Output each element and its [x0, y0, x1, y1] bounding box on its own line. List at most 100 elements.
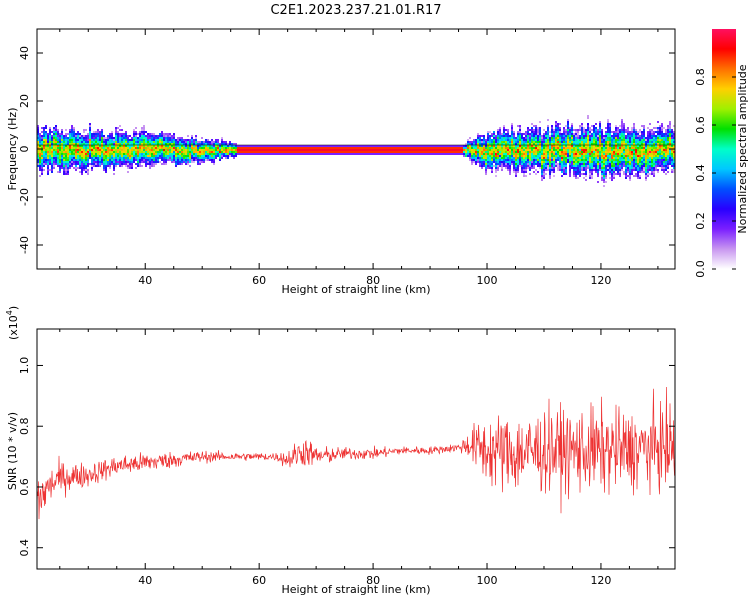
spectrogram-cell	[93, 159, 95, 161]
spectrogram-cell	[47, 141, 49, 143]
spectrogram-cell	[121, 151, 123, 153]
spectrogram-cell	[525, 175, 527, 177]
spectrogram-cell	[99, 143, 101, 145]
spectrogram-cell	[547, 163, 549, 165]
snr-y-axis-label: SNR (10 * v/v)	[6, 412, 19, 490]
spectrogram-cell	[195, 137, 197, 139]
spectrogram-cell	[561, 153, 563, 155]
spectrogram-cell	[121, 137, 123, 139]
spectrogram-cell	[517, 155, 519, 157]
spectrogram-cell	[515, 141, 517, 143]
spectrogram-cell	[587, 145, 589, 147]
spectrogram-cell	[559, 127, 561, 129]
spectrogram-cell	[651, 133, 653, 135]
spectrogram-cell	[41, 167, 43, 169]
spectrogram-cell	[571, 143, 573, 145]
spectrogram-cell	[267, 149, 269, 151]
spectrogram-cell	[605, 153, 607, 155]
spectrogram-cell	[617, 171, 619, 173]
spectrogram-cell	[71, 157, 73, 159]
spectrogram-cell	[169, 141, 171, 143]
spectrogram-cell	[577, 129, 579, 131]
spectrogram-cell	[633, 153, 635, 155]
spectrogram-cell	[345, 145, 347, 147]
spectrogram-cell	[503, 139, 505, 141]
spectrogram-cell	[483, 143, 485, 145]
spectrogram-cell	[65, 163, 67, 165]
spectrogram-cell	[489, 143, 491, 145]
spectrogram-cell	[523, 139, 525, 141]
spectrogram-cell	[223, 155, 225, 157]
spectrogram-cell	[63, 163, 65, 165]
spectrogram-cell	[67, 139, 69, 141]
spectrogram-cell	[351, 153, 353, 155]
spectrogram-cell	[319, 145, 321, 147]
spectrogram-cell	[541, 167, 543, 169]
spectrogram-cell	[147, 147, 149, 149]
spectrogram-cell	[169, 137, 171, 139]
spectrogram-cell	[665, 155, 667, 157]
spectrogram-cell	[497, 133, 499, 135]
spectrogram-cell	[605, 171, 607, 173]
spectrogram-cell	[87, 171, 89, 173]
spectrogram-cell	[473, 159, 475, 161]
spectrogram-cell	[565, 131, 567, 133]
spectrogram-cell	[599, 137, 601, 139]
spectrogram-cell	[545, 173, 547, 175]
spectrogram-cell	[185, 161, 187, 163]
spectrogram-cell	[571, 153, 573, 155]
spectrogram-cell	[103, 149, 105, 151]
spectrogram-cell	[403, 145, 405, 147]
spectrogram-cell	[93, 131, 95, 133]
spectrogram-cell	[607, 145, 609, 147]
spectrogram-cell	[579, 135, 581, 137]
spectrogram-cell	[529, 151, 531, 153]
spectrogram-cell	[617, 129, 619, 131]
spectrogram-cell	[509, 151, 511, 153]
spectrogram-cell	[107, 165, 109, 167]
spectrogram-cell	[449, 145, 451, 147]
spectrogram-cell	[581, 143, 583, 145]
spectrogram-cell	[511, 149, 513, 151]
spectrogram-cell	[131, 139, 133, 141]
spectrogram-cell	[119, 151, 121, 153]
spectrogram-cell	[535, 161, 537, 163]
spectrogram-cell	[233, 157, 235, 159]
spectrogram-cell	[151, 159, 153, 161]
spectrogram-cell	[59, 141, 61, 143]
spectrogram-cell	[203, 149, 205, 151]
spectrogram-cell	[321, 145, 323, 147]
spectrogram-cell	[225, 151, 227, 153]
spectrogram-cell	[335, 149, 337, 151]
spectrogram-cell	[567, 137, 569, 139]
spectrogram-cell	[85, 169, 87, 171]
spectrogram-cell	[603, 169, 605, 171]
spectrogram-cell	[597, 129, 599, 131]
spectrogram-cell	[179, 139, 181, 141]
spectrogram-cell	[563, 131, 565, 133]
spectrogram-cell	[625, 149, 627, 151]
spectrogram-cell	[611, 141, 613, 143]
spectrogram-cell	[347, 149, 349, 151]
spectrogram-cell	[629, 153, 631, 155]
spectrogram-cell	[171, 137, 173, 139]
spectrogram-cell	[545, 169, 547, 171]
spectrogram-cell	[175, 161, 177, 163]
spectrogram-cell	[129, 153, 131, 155]
spectrogram-cell	[349, 145, 351, 147]
spectrogram-cell	[587, 161, 589, 163]
spectrogram-cell	[105, 147, 107, 149]
spectrogram-cell	[489, 131, 491, 133]
spectrogram-cell	[143, 155, 145, 157]
spectrogram-cell	[165, 159, 167, 161]
spectrogram-cell	[187, 149, 189, 151]
spectrogram-cell	[343, 149, 345, 151]
spectrogram-cell	[195, 149, 197, 151]
spectrogram-cell	[645, 179, 647, 181]
spectrogram-cell	[555, 163, 557, 165]
spectrogram-cell	[189, 147, 191, 149]
spectrogram-cell	[609, 159, 611, 161]
spectrogram-cell	[601, 155, 603, 157]
spectrogram-cell	[567, 145, 569, 147]
spectrogram-cell	[567, 131, 569, 133]
